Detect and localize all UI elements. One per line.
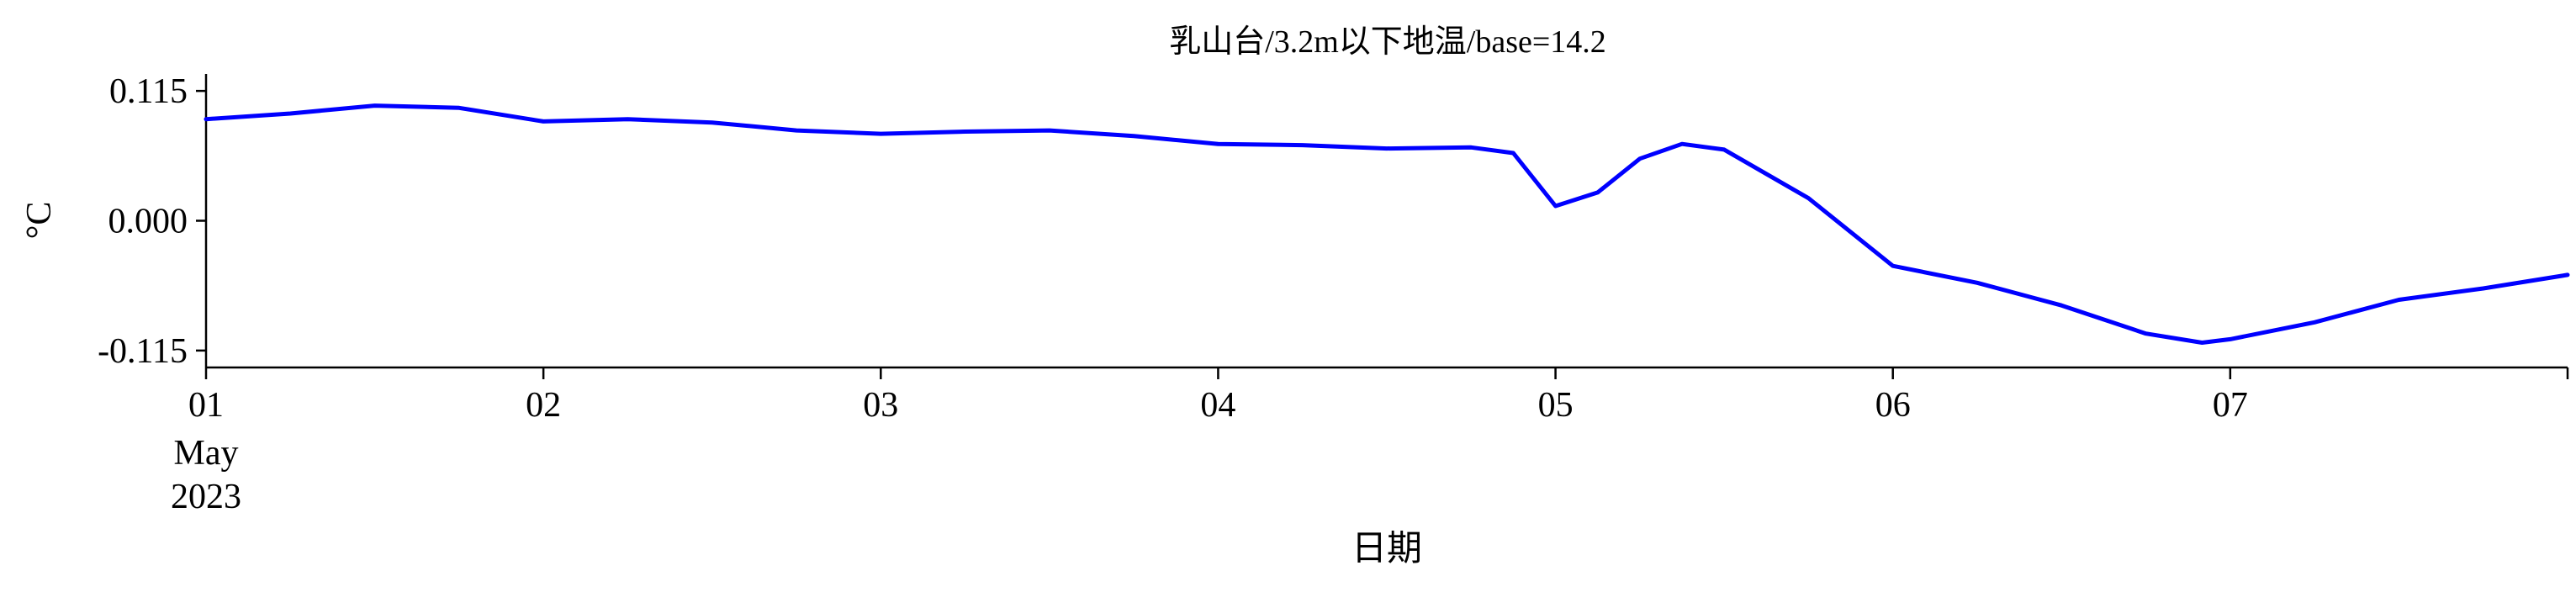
- y-tick-label: 0.000: [108, 203, 188, 241]
- series-line: [204, 103, 2570, 345]
- x-tick-label: 07: [2213, 386, 2248, 425]
- x-tick-sublabel-month: May: [174, 434, 239, 473]
- y-tick-label: -0.115: [98, 332, 188, 371]
- y-tick-label: 0.115: [109, 72, 188, 111]
- x-tick-label: 01: [188, 386, 224, 425]
- x-tick-label: 04: [1200, 386, 1235, 425]
- x-axis-label: 日期: [1351, 530, 1422, 568]
- x-tick-label: 03: [863, 386, 898, 425]
- y-ticks: -0.115 0.000 0.115: [98, 72, 206, 371]
- y-axis-label: °C: [20, 202, 59, 240]
- x-tick-sublabel-year: 2023: [171, 478, 241, 516]
- chart-title: 乳山台/3.2m以下地温/base=14.2: [1169, 24, 1606, 60]
- x-ticks: 01 02 03 04 05 06 07: [188, 367, 2569, 425]
- x-tick-label: 05: [1538, 386, 1574, 425]
- x-tick-label: 02: [526, 386, 561, 425]
- x-tick-label: 06: [1875, 386, 1911, 425]
